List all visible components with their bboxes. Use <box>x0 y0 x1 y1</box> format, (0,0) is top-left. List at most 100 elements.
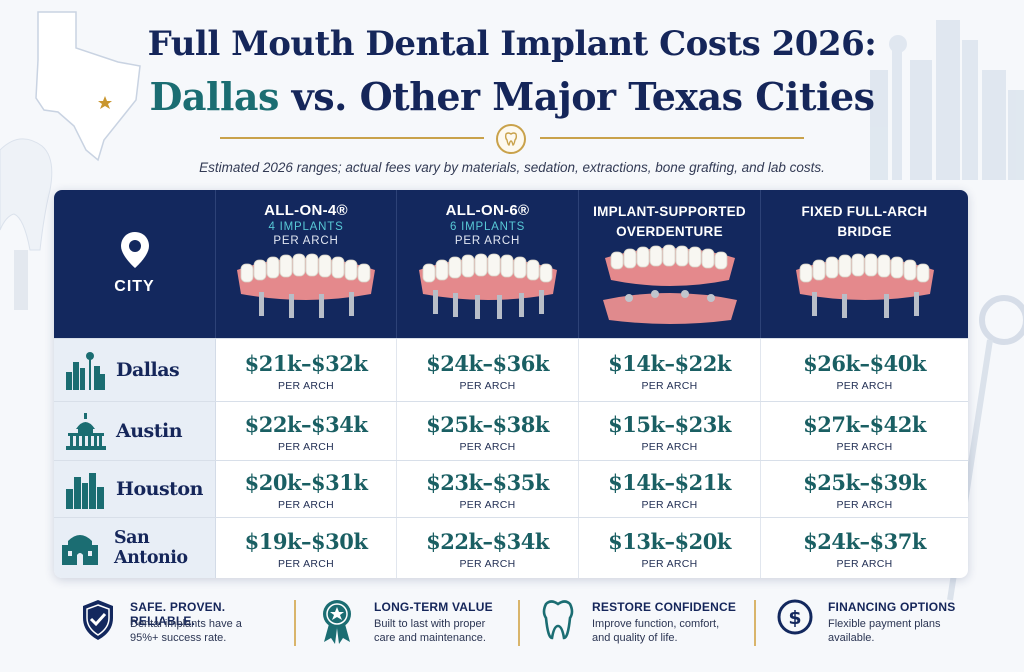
per-arch-label: PER ARCH <box>277 558 335 570</box>
table-header: CITY ALL-ON-4® 4 IMPLANTS PER ARCH ALL-O… <box>54 190 968 338</box>
city-name: Dallas <box>116 359 180 381</box>
overdenture-illustration <box>602 244 737 324</box>
column-title-line2: BRIDGE <box>837 224 892 239</box>
feature-safe: SAFE. PROVEN. RELIABLE. Dental implants … <box>80 596 280 656</box>
price-cell: $24k–$36k PER ARCH <box>397 339 579 401</box>
tooth-outline-icon <box>542 600 574 640</box>
price-range: $13k–$20k <box>608 529 731 554</box>
price-cell: $15k–$23k PER ARCH <box>579 402 761 460</box>
title-highlight: Dallas <box>149 74 279 119</box>
column-title-line2: OVERDENTURE <box>616 224 723 239</box>
per-arch-label: PER ARCH <box>836 441 893 453</box>
price-cell: $20k–$31k PER ARCH <box>216 461 397 517</box>
feature-desc-line: Dental implants have a <box>130 618 242 630</box>
price-cell: $25k–$38k PER ARCH <box>397 402 579 460</box>
table-row-san-antonio: San Antonio $19k–$30k PER ARCH $22k–$34k… <box>54 517 968 578</box>
price-range: $25k–$39k <box>803 470 926 495</box>
per-arch-label: PER ARCH <box>641 380 698 392</box>
dallas-skyline-icon <box>66 352 105 390</box>
price-range: $24k–$36k <box>426 351 549 376</box>
feature-desc-line: care and maintenance. <box>374 632 486 644</box>
price-range: $22k–$34k <box>426 529 549 554</box>
city-cell: Houston <box>54 461 216 517</box>
price-cell: $26k–$40k PER ARCH <box>761 339 968 401</box>
city-name: San Antonio <box>114 528 188 568</box>
column-title-line1: IMPLANT-SUPPORTED <box>593 204 746 219</box>
column-title-line1: FIXED FULL-ARCH <box>801 204 928 219</box>
divider <box>754 600 756 646</box>
column-per: PER ARCH <box>273 235 339 247</box>
alamo-icon <box>62 535 98 565</box>
price-cell: $22k–$34k PER ARCH <box>216 402 397 460</box>
city-name: Houston <box>116 478 203 500</box>
column-title: ALL-ON-6® <box>445 202 530 219</box>
price-range: $14k–$22k <box>608 351 731 376</box>
per-arch-label: PER ARCH <box>836 499 893 511</box>
column-header-all-on-6: ALL-ON-6® 6 IMPLANTS PER ARCH <box>397 190 579 338</box>
price-range: $20k–$31k <box>244 470 368 495</box>
column-title: ALL-ON-4® <box>264 202 348 219</box>
column-header-overdenture: IMPLANT-SUPPORTED OVERDENTURE <box>579 190 761 338</box>
per-arch-label: PER ARCH <box>459 380 516 392</box>
price-cell: $23k–$35k PER ARCH <box>397 461 579 517</box>
dollar-coin-icon: $ <box>777 599 813 635</box>
per-arch-label: PER ARCH <box>277 380 335 392</box>
city-header-label: CITY <box>114 278 155 295</box>
fixed-bridge-illustration <box>795 253 934 318</box>
feature-desc: Dental implants have a 95%+ success rate… <box>130 617 242 645</box>
feature-title: RESTORE CONFIDENCE <box>592 600 737 614</box>
implant-denture-illustration <box>418 253 557 319</box>
city-cell: Dallas <box>54 339 216 401</box>
divider <box>294 600 296 646</box>
page-title: Full Mouth Dental Implant Costs 2026: <box>147 24 877 64</box>
feature-desc-line: Improve function, comfort, <box>592 618 720 630</box>
per-arch-label: PER ARCH <box>459 558 516 570</box>
city-cell: Austin <box>54 402 216 460</box>
page-subtitle-heading: Dallas vs. Other Major Texas Cities <box>0 74 1024 119</box>
map-pin-icon <box>121 232 149 268</box>
city-cell: San Antonio <box>54 518 216 578</box>
implant-denture-illustration <box>237 253 375 318</box>
table-row-houston: Houston $20k–$31k PER ARCH $23k–$35k PER… <box>54 460 968 517</box>
price-range: $26k–$40k <box>803 351 926 376</box>
title-rest: vs. Other Major Texas Cities <box>278 74 875 119</box>
feature-financing: $ FINANCING OPTIONS Flexible payment pla… <box>776 596 964 656</box>
per-arch-label: PER ARCH <box>836 558 893 570</box>
price-cell: $21k–$32k PER ARCH <box>216 339 397 401</box>
per-arch-label: PER ARCH <box>641 499 698 511</box>
shield-check-icon <box>83 600 113 640</box>
price-range: $14k–$21k <box>608 470 731 495</box>
title-divider <box>220 137 804 139</box>
price-range: $25k–$38k <box>426 412 549 437</box>
column-implants: 6 IMPLANTS <box>449 221 526 233</box>
feature-value: LONG-TERM VALUE Built to last with prope… <box>320 596 520 656</box>
column-header-fixed-bridge: FIXED FULL-ARCH BRIDGE <box>761 190 968 338</box>
price-cell: $14k–$22k PER ARCH <box>579 339 761 401</box>
disclaimer-subtitle: Estimated 2026 ranges; actual fees vary … <box>199 160 825 175</box>
divider <box>518 600 520 646</box>
svg-text:$: $ <box>788 607 801 629</box>
price-range: $27k–$42k <box>803 412 926 437</box>
city-name: Austin <box>116 420 183 442</box>
price-cell: $27k–$42k PER ARCH <box>761 402 968 460</box>
feature-desc-line: available. <box>828 632 875 644</box>
city-column-header: CITY <box>54 190 216 338</box>
feature-title: FINANCING OPTIONS <box>828 600 956 614</box>
feature-title: SAFE. PROVEN. RELIABLE. <box>130 600 226 628</box>
per-arch-label: PER ARCH <box>459 499 516 511</box>
capitol-icon <box>66 413 106 450</box>
per-arch-label: PER ARCH <box>459 441 516 453</box>
tooth-decor-left <box>0 138 53 251</box>
price-range: $19k–$30k <box>244 529 368 554</box>
per-arch-label: PER ARCH <box>277 441 335 453</box>
tooth-icon <box>496 124 526 154</box>
price-range: $22k–$34k <box>244 412 368 437</box>
price-cell: $14k–$21k PER ARCH <box>579 461 761 517</box>
table-row-austin: Austin $22k–$34k PER ARCH $25k–$38k PER … <box>54 401 968 460</box>
column-implants: 4 IMPLANTS <box>268 221 344 233</box>
per-arch-label: PER ARCH <box>277 499 335 511</box>
price-cell: $19k–$30k PER ARCH <box>216 518 397 578</box>
feature-strip: SAFE. PROVEN. RELIABLE. Dental implants … <box>64 596 964 656</box>
feature-desc: Flexible payment plans available. <box>828 617 941 645</box>
table-row-dallas: Dallas $21k–$32k PER ARCH $24k–$36k PER … <box>54 338 968 401</box>
